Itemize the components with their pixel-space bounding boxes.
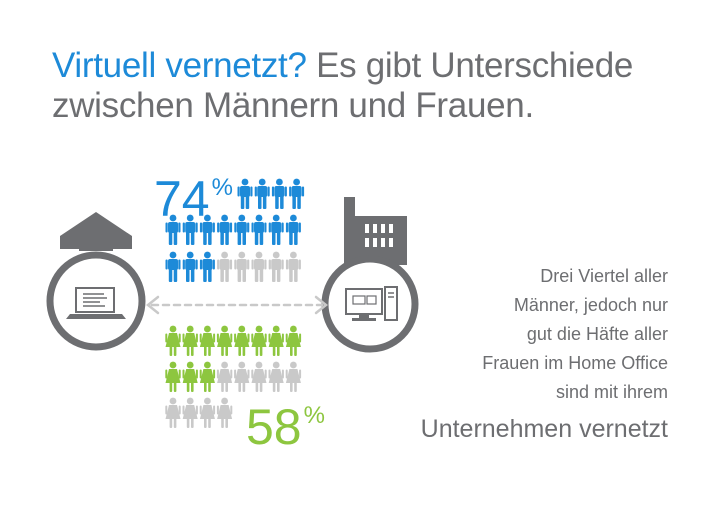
description-line: gut die Häfte aller xyxy=(526,324,668,344)
woman-figure xyxy=(251,361,267,392)
women-percentage-value: 58 xyxy=(246,399,302,455)
woman-figure xyxy=(285,325,302,356)
woman-figure xyxy=(251,325,267,356)
man-figure xyxy=(251,251,267,282)
women-percentage: 58% xyxy=(246,402,325,452)
woman-figure xyxy=(182,397,198,428)
woman-figure xyxy=(234,361,250,392)
woman-figure xyxy=(199,361,216,392)
woman-figure xyxy=(216,361,233,392)
woman-figure xyxy=(234,325,250,356)
double-arrow-icon xyxy=(145,295,329,315)
man-figure xyxy=(199,251,215,282)
man-figure xyxy=(234,251,250,282)
headline-highlight: Virtuell vernetzt? xyxy=(52,46,307,85)
woman-figure xyxy=(165,325,181,356)
men-percentage: 74% xyxy=(154,174,233,224)
woman-figure xyxy=(182,325,198,356)
woman-figure xyxy=(216,397,233,428)
men-percentage-unit: % xyxy=(211,174,233,201)
woman-figure xyxy=(165,397,181,428)
woman-figure xyxy=(199,325,216,356)
woman-figure xyxy=(285,361,302,392)
headline-rest: Es gibt Unterschiede xyxy=(316,46,634,85)
man-figure xyxy=(237,178,253,209)
man-figure xyxy=(271,178,287,209)
man-figure xyxy=(285,251,301,282)
man-figure xyxy=(289,178,305,209)
man-figure xyxy=(165,251,181,282)
description-line: Männer, jedoch nur xyxy=(513,295,668,315)
man-figure xyxy=(234,214,250,245)
headline: Virtuell vernetzt? Es gibt Unterschiede … xyxy=(52,46,692,126)
description-line: Drei Viertel aller xyxy=(540,266,668,286)
men-percentage-value: 74 xyxy=(154,171,210,227)
man-figure xyxy=(254,178,270,209)
woman-figure xyxy=(216,325,233,356)
man-figure xyxy=(217,251,233,282)
description: Drei Viertel aller Männer, jedoch nur gu… xyxy=(388,262,668,445)
woman-figure xyxy=(165,361,181,392)
man-figure xyxy=(268,214,284,245)
description-line: Frauen im Home Office xyxy=(482,353,668,373)
man-figure xyxy=(285,214,301,245)
factory-with-computer-icon xyxy=(321,197,419,353)
woman-figure xyxy=(268,325,284,356)
house-with-laptop-icon xyxy=(46,212,146,351)
women-percentage-unit: % xyxy=(303,402,325,429)
woman-figure xyxy=(199,397,216,428)
headline-line2: zwischen Männern und Frauen. xyxy=(52,86,534,125)
man-figure xyxy=(182,251,198,282)
description-line: sind mit ihrem xyxy=(555,382,668,402)
description-emphasis: Unternehmen vernetzt xyxy=(420,415,668,443)
woman-figure xyxy=(182,361,198,392)
man-figure xyxy=(251,214,267,245)
man-figure xyxy=(268,251,284,282)
woman-figure xyxy=(268,361,284,392)
